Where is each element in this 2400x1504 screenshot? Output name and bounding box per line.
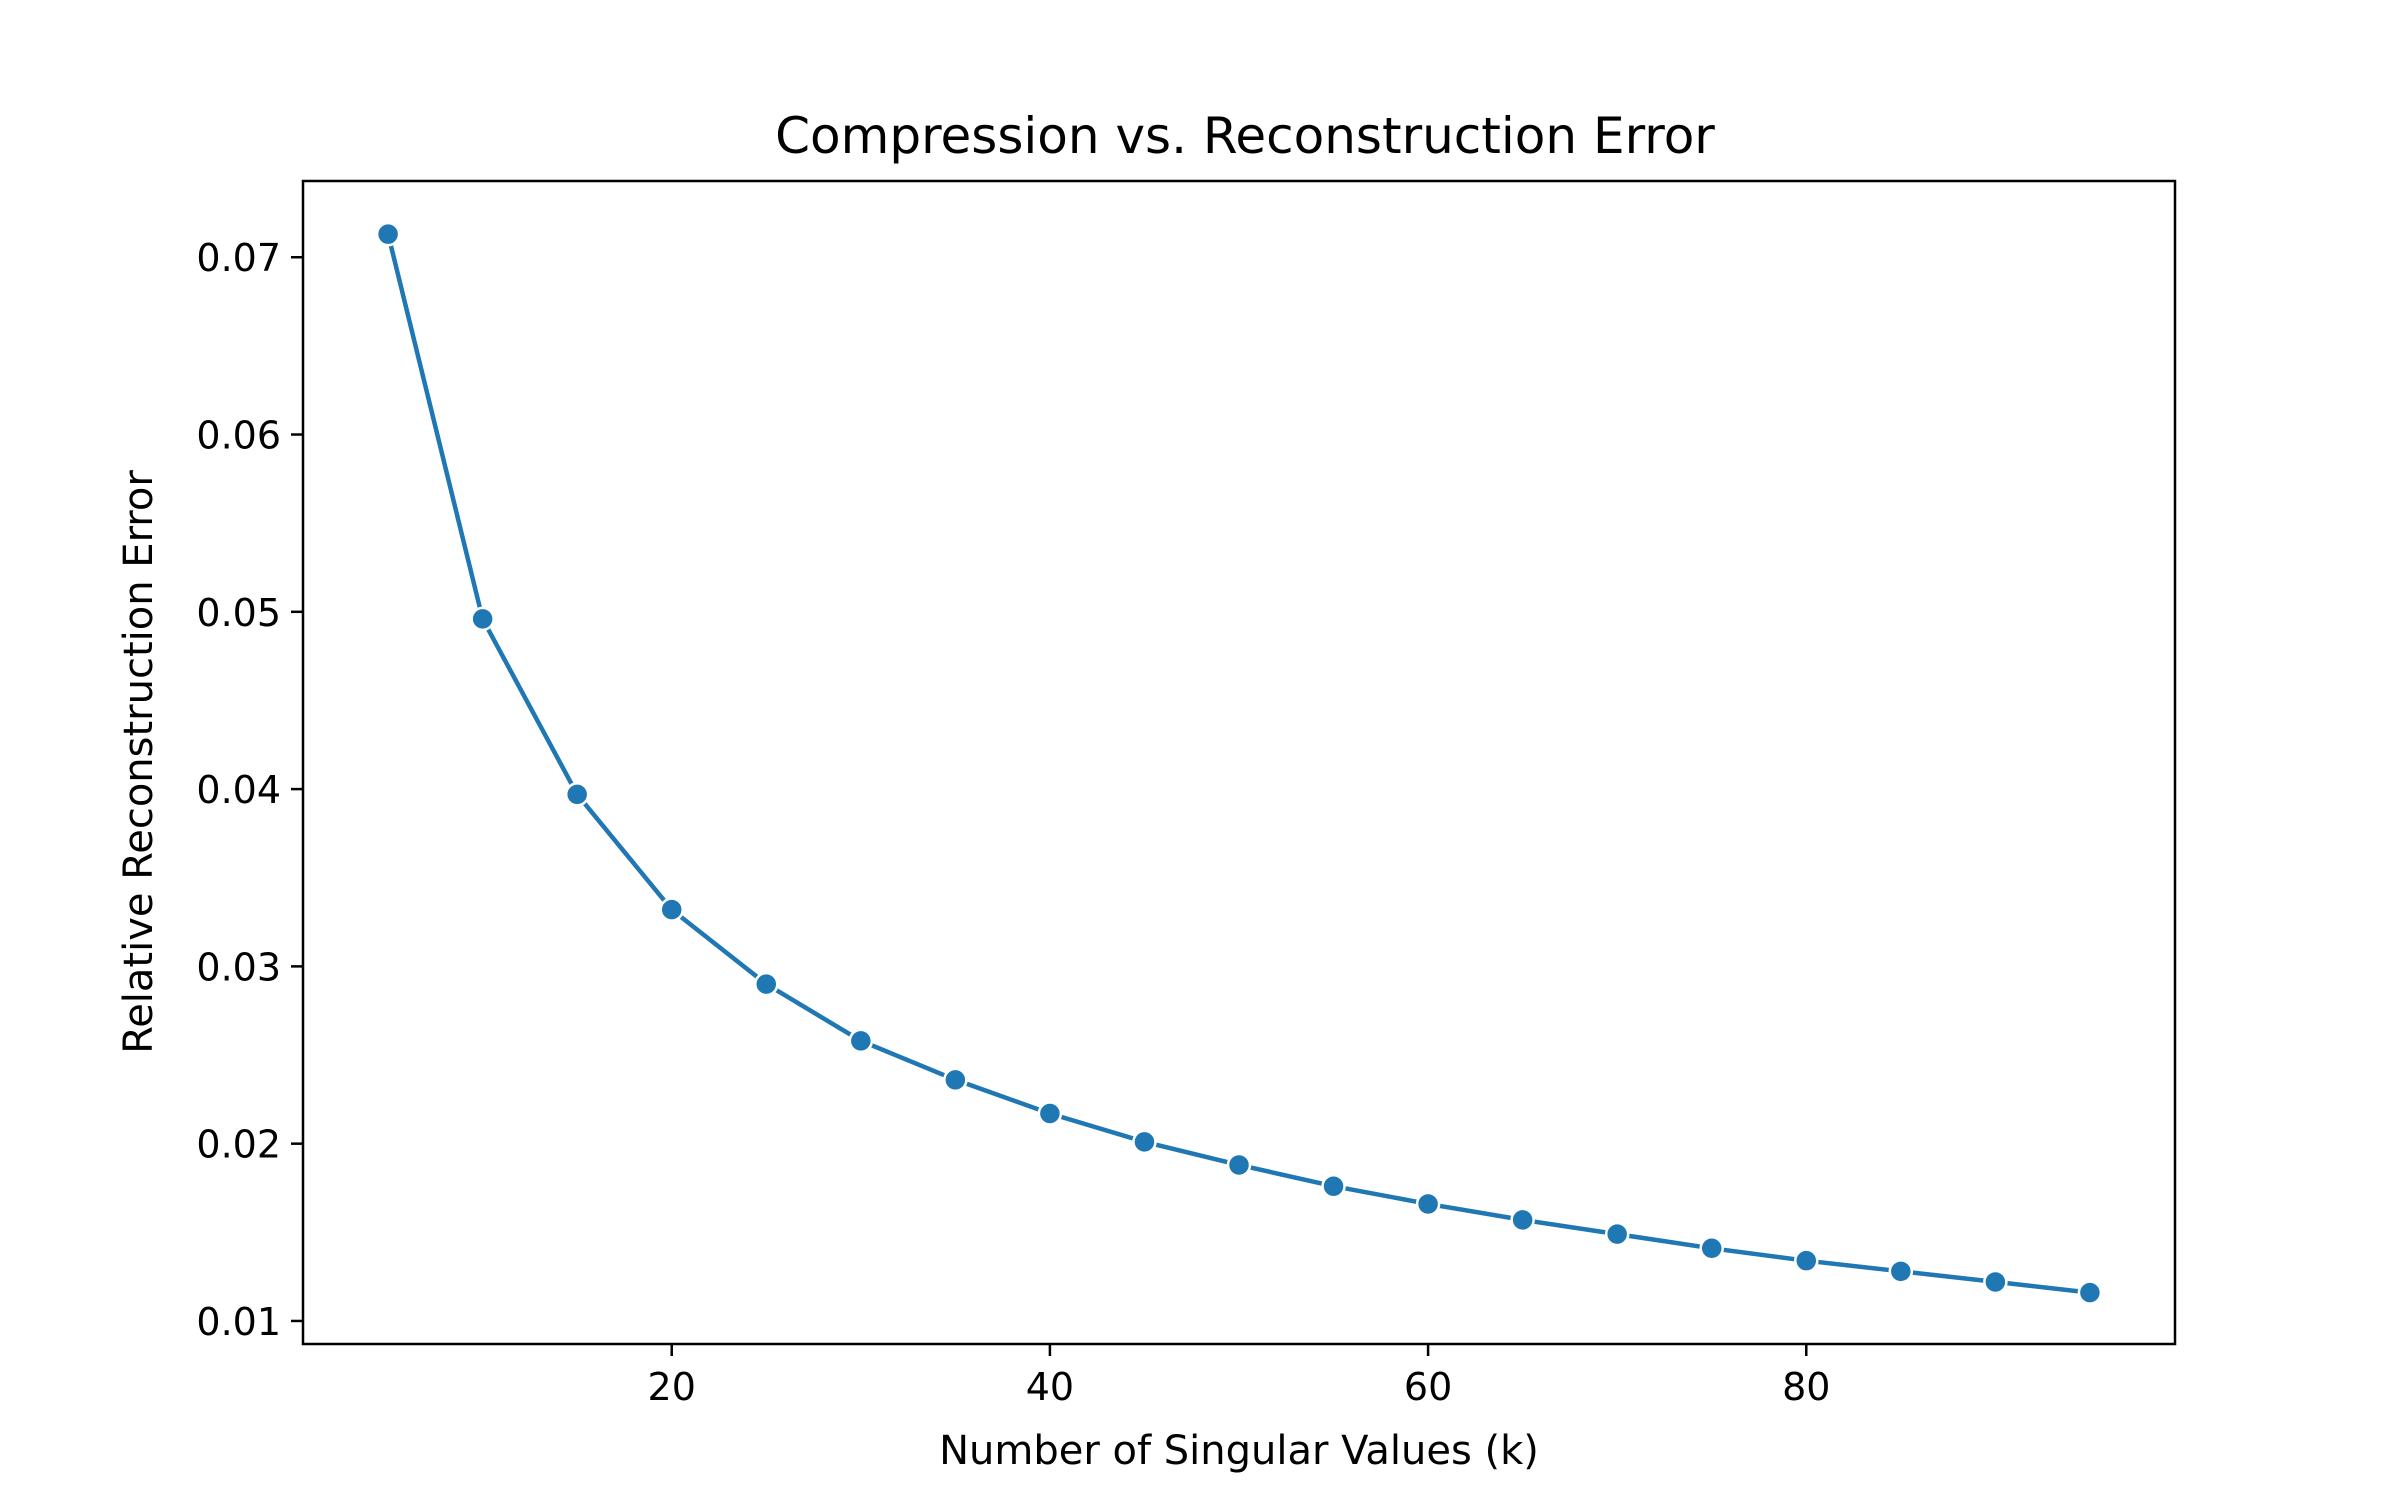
y-axis-label: Relative Reconstruction Error — [116, 470, 162, 1054]
data-point — [375, 221, 401, 247]
y-tick-label: 0.05 — [196, 591, 281, 635]
y-tick-label: 0.04 — [196, 768, 281, 812]
data-point — [1510, 1207, 1535, 1233]
data-point — [754, 971, 779, 997]
data-point — [1699, 1236, 1724, 1261]
y-tick-label: 0.06 — [196, 414, 281, 458]
data-point — [659, 897, 684, 922]
x-tick-label: 20 — [648, 1365, 696, 1409]
y-tick-label: 0.01 — [196, 1300, 281, 1344]
data-point — [2077, 1280, 2103, 1305]
x-tick-label: 60 — [1404, 1365, 1452, 1409]
plot-frame — [301, 179, 2177, 1346]
data-point — [1983, 1269, 2008, 1295]
data-point — [848, 1028, 874, 1054]
data-point — [564, 782, 590, 807]
y-tick-label: 0.02 — [196, 1123, 281, 1167]
x-axis-ticks: 20 40 60 80 — [648, 1344, 1830, 1409]
y-tick-label: 0.03 — [196, 945, 281, 989]
y-tick-label: 0.07 — [196, 236, 281, 280]
data-point — [1037, 1101, 1063, 1126]
plot-area: 20 40 60 80 0.01 0.02 0.03 0.04 0.05 0.06 0.07 — [196, 179, 2177, 1409]
x-tick-label: 40 — [1026, 1365, 1074, 1409]
data-point — [1226, 1152, 1252, 1178]
data-point — [1132, 1129, 1157, 1155]
data-point — [470, 606, 495, 632]
data-point — [943, 1067, 968, 1093]
y-axis-ticks: 0.01 0.02 0.03 0.04 0.05 0.06 0.07 — [196, 236, 303, 1344]
x-axis-label: Number of Singular Values (k) — [939, 1428, 1539, 1474]
data-point — [1415, 1191, 1441, 1217]
series-layer — [375, 221, 2103, 1305]
data-point — [1604, 1221, 1630, 1247]
data-point — [1321, 1173, 1346, 1199]
data-point — [1794, 1248, 1819, 1273]
chart-title: Compression vs. Reconstruction Error — [775, 107, 1715, 165]
x-tick-label: 80 — [1782, 1365, 1830, 1409]
data-point — [1888, 1259, 1914, 1284]
